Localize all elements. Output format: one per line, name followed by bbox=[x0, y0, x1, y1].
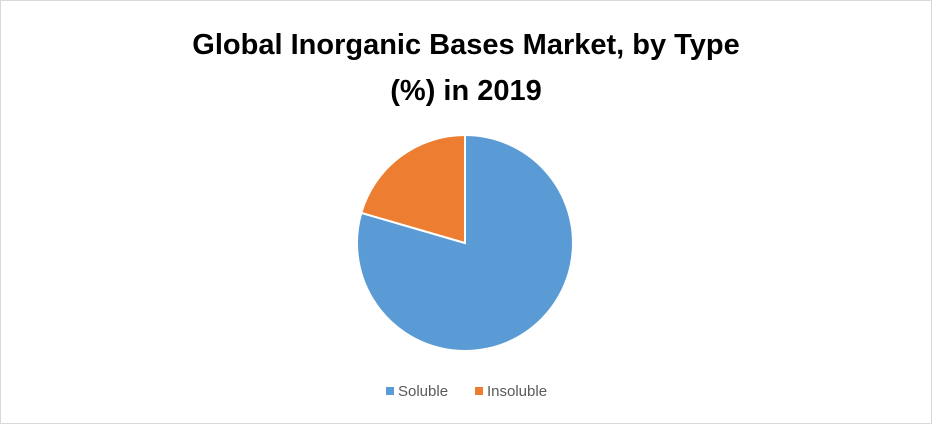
legend-label: Insoluble bbox=[487, 383, 547, 400]
legend-swatch bbox=[475, 387, 483, 395]
legend-swatch bbox=[386, 387, 394, 395]
chart-title: Global Inorganic Bases Market, by Type (… bbox=[192, 29, 740, 107]
legend-label: Soluble bbox=[398, 383, 448, 400]
pie-slice bbox=[360, 133, 466, 245]
